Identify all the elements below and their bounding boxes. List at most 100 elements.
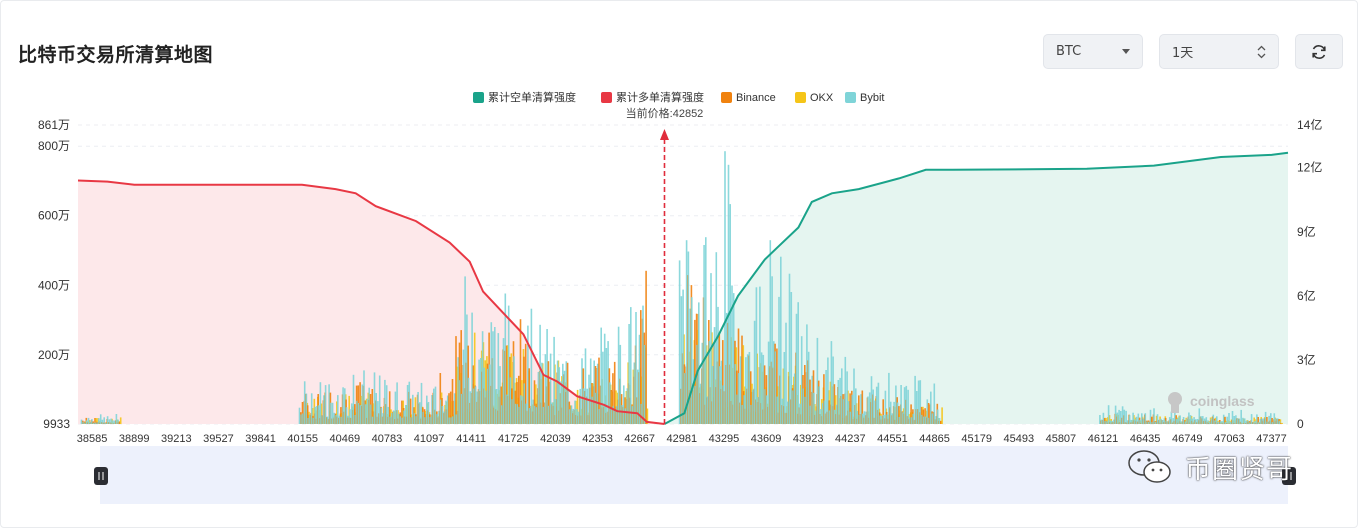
bar-binance [451,379,454,424]
bar-bybit [1219,421,1222,424]
bar-binance [849,393,851,424]
bar-bybit [302,413,304,424]
bar-bybit [804,396,806,424]
bar-bybit [732,293,735,424]
bar-bybit [1137,413,1140,424]
bar-bybit [870,376,873,424]
x-tick-label: 47377 [1256,433,1287,445]
bar-bybit [335,415,337,424]
bar-bybit [1196,419,1199,424]
bar-bybit [412,394,414,424]
bar-bybit [569,409,571,424]
bar-bybit [445,400,447,424]
bar-bybit [113,420,116,424]
bar-binance [449,391,452,424]
bar-okx [759,363,762,424]
zoom-handle-left[interactable] [94,467,108,485]
bar-bybit [1132,412,1134,424]
bar-bybit [928,417,930,424]
bar-okx [482,342,485,424]
bar-bybit [1160,418,1162,424]
legend-swatch [601,92,612,103]
bar-bybit [1107,405,1110,424]
bar-bybit [1116,412,1119,424]
bar-bybit [483,367,486,424]
bar-bybit [1123,409,1126,424]
bar-bybit [725,312,728,424]
bar-bybit [598,409,601,424]
bar-bybit [316,406,318,424]
bar-okx [540,379,542,424]
bar-okx [941,407,943,424]
bar-bybit [610,407,613,424]
bar-bybit [832,356,834,424]
bar-bybit [867,396,869,424]
bar-binance [500,386,503,424]
bar-bybit [80,419,83,424]
bar-bybit [98,418,100,424]
zoom-window[interactable] [100,446,1288,504]
bar-okx [646,408,649,424]
bar-bybit [1184,421,1187,424]
bar-okx [1208,421,1210,424]
bar-bybit [1135,416,1138,424]
bar-okx [97,418,99,424]
bar-bybit [640,403,643,424]
bar-bybit [413,413,416,424]
bar-bybit [450,417,452,424]
bar-okx [1180,421,1182,424]
wechat-icon [1128,450,1171,483]
bar-bybit [1271,422,1274,424]
x-tick-label: 42353 [582,433,613,445]
bar-bybit [504,293,507,424]
bar-bybit [621,405,623,424]
bar-bybit [855,388,857,424]
time-range-select[interactable]: 1天 [1159,34,1279,69]
bar-bybit [767,341,770,424]
bar-bybit [862,413,864,424]
bar-bybit [753,320,756,424]
bar-bybit [682,289,684,424]
symbol-select[interactable]: BTC [1043,34,1143,69]
bar-bybit [1165,420,1167,424]
bar-bybit [518,406,520,424]
bar-bybit [780,256,782,424]
bar-bybit [1252,422,1255,424]
bar-bybit [392,410,395,424]
bar-binance [516,382,518,424]
bar-bybit [398,414,400,424]
bar-bybit [548,405,550,424]
bar-bybit [345,407,348,424]
bar-binance [388,391,391,424]
bar-okx [119,417,122,424]
bar-bybit [630,307,632,424]
bar-bybit [1242,417,1244,424]
bar-bybit [635,312,637,424]
bar-bybit [743,395,745,424]
bar-bybit [1149,409,1152,424]
bar-bybit [521,396,524,424]
bar-bybit [581,358,583,424]
bar-okx [1192,421,1194,424]
bar-bybit [694,385,697,424]
bar-bybit [453,393,456,424]
bar-okx [365,398,368,424]
bar-bybit [699,383,702,424]
bar-bybit [333,412,336,424]
bar-binance [749,371,752,424]
current-price-marker: 当前价格:42852 [626,106,703,424]
bar-bybit [1189,415,1192,424]
bar-bybit [368,387,370,424]
bar-okx [405,405,408,424]
bar-okx [730,337,732,424]
bar-bybit [691,297,693,424]
refresh-button[interactable] [1295,34,1343,69]
zoom-handle-right[interactable] [1282,467,1296,485]
bar-okx [925,410,928,424]
bar-bybit [347,415,350,424]
zoom-slider[interactable] [94,446,1296,504]
bar-bybit [406,385,409,424]
account-watermark: 币圈贤哥 [1125,447,1293,487]
bar-bybit [410,417,412,424]
bar-bybit [900,385,902,424]
